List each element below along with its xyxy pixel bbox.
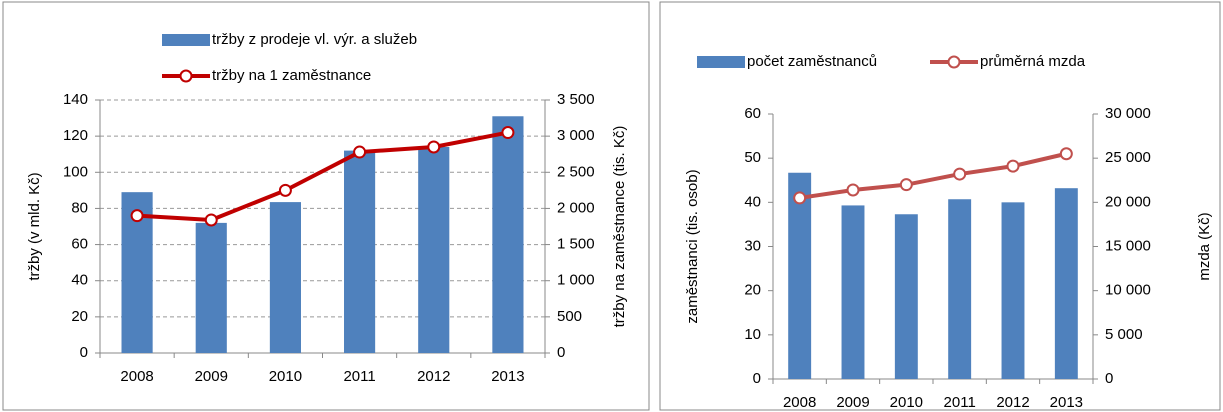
bar (492, 116, 524, 353)
y2-tick-label: 10 000 (1105, 282, 1151, 299)
legend-label: tržby z prodeje vl. výr. a služeb (212, 31, 417, 48)
y2-tick-label: 30 000 (1105, 105, 1151, 122)
y-tick-label: 0 (80, 344, 88, 361)
legend-swatch (697, 56, 745, 68)
y2-tick-label: 3 500 (557, 91, 595, 108)
y-tick-label: 50 (744, 149, 761, 166)
y2-tick-label: 0 (557, 344, 565, 361)
bar (1001, 202, 1025, 379)
y2-axis-label: tržby na zaměstnance (tis. Kč) (611, 126, 628, 328)
marker (1059, 147, 1073, 161)
y2-tick-label: 2 000 (557, 199, 595, 216)
x-tick-label: 2008 (783, 394, 816, 411)
y2-tick-label: 1 000 (557, 272, 595, 289)
marker (204, 213, 218, 227)
x-tick-label: 2012 (996, 394, 1029, 411)
bar (344, 150, 376, 353)
legend-label: počet zaměstnanců (747, 53, 877, 70)
y-tick-label: 20 (744, 282, 761, 299)
x-tick-label: 2010 (890, 394, 923, 411)
marker (353, 145, 367, 159)
y2-axis-label: mzda (Kč) (1196, 212, 1213, 280)
marker (501, 126, 515, 140)
bar (948, 199, 972, 379)
x-tick-label: 2011 (944, 394, 976, 411)
y-tick-label: 10 (744, 326, 761, 343)
marker (846, 183, 860, 197)
chart-frame (659, 1, 1221, 411)
marker (899, 178, 913, 192)
marker (278, 183, 292, 197)
line (136, 130, 509, 223)
y-tick-label: 140 (63, 91, 88, 108)
legend-swatch (162, 34, 210, 46)
y-axis-label: tržby (v mld. Kč) (26, 172, 43, 280)
y-tick-label: 0 (753, 370, 761, 387)
legend-swatch (179, 69, 193, 83)
y2-tick-label: 2 500 (557, 163, 595, 180)
y2-tick-label: 5 000 (1105, 326, 1143, 343)
y-tick-label: 100 (63, 163, 88, 180)
x-tick-label: 2012 (417, 368, 450, 385)
y-tick-label: 40 (71, 272, 88, 289)
y2-tick-label: 500 (557, 308, 582, 325)
y2-tick-label: 0 (1105, 370, 1113, 387)
x-tick-label: 2009 (836, 394, 869, 411)
legend-label: průměrná mzda (980, 53, 1086, 70)
bar (788, 172, 812, 379)
bar (841, 205, 865, 379)
bar (1054, 188, 1078, 379)
x-tick-label: 2010 (269, 368, 302, 385)
y-tick-label: 30 (744, 237, 761, 254)
bar (195, 222, 227, 353)
bar (418, 146, 450, 353)
line (799, 151, 1067, 200)
marker (793, 191, 807, 205)
x-tick-label: 2013 (491, 368, 524, 385)
y-tick-label: 20 (71, 308, 88, 325)
y-tick-label: 60 (744, 105, 761, 122)
y-tick-label: 60 (71, 236, 88, 253)
marker (1006, 159, 1020, 173)
y-tick-label: 40 (744, 193, 761, 210)
legend-label: tržby na 1 zaměstnance (212, 67, 371, 84)
marker (427, 140, 441, 154)
y2-tick-label: 25 000 (1105, 149, 1151, 166)
x-tick-label: 2011 (343, 368, 375, 385)
y2-tick-label: 3 000 (557, 127, 595, 144)
x-tick-label: 2013 (1050, 394, 1083, 411)
bar (269, 202, 301, 353)
y2-tick-label: 15 000 (1105, 237, 1151, 254)
legend-swatch (947, 55, 961, 69)
y-tick-label: 120 (63, 127, 88, 144)
chart-frame (2, 1, 650, 411)
x-tick-label: 2008 (120, 368, 153, 385)
bar (894, 214, 918, 379)
marker (130, 209, 144, 223)
y2-tick-label: 1 500 (557, 236, 595, 253)
x-tick-label: 2009 (195, 368, 228, 385)
y2-tick-label: 20 000 (1105, 193, 1151, 210)
marker (953, 167, 967, 181)
y-axis-label: zaměstnanci (tis. osob) (684, 169, 701, 323)
y-tick-label: 80 (71, 199, 88, 216)
